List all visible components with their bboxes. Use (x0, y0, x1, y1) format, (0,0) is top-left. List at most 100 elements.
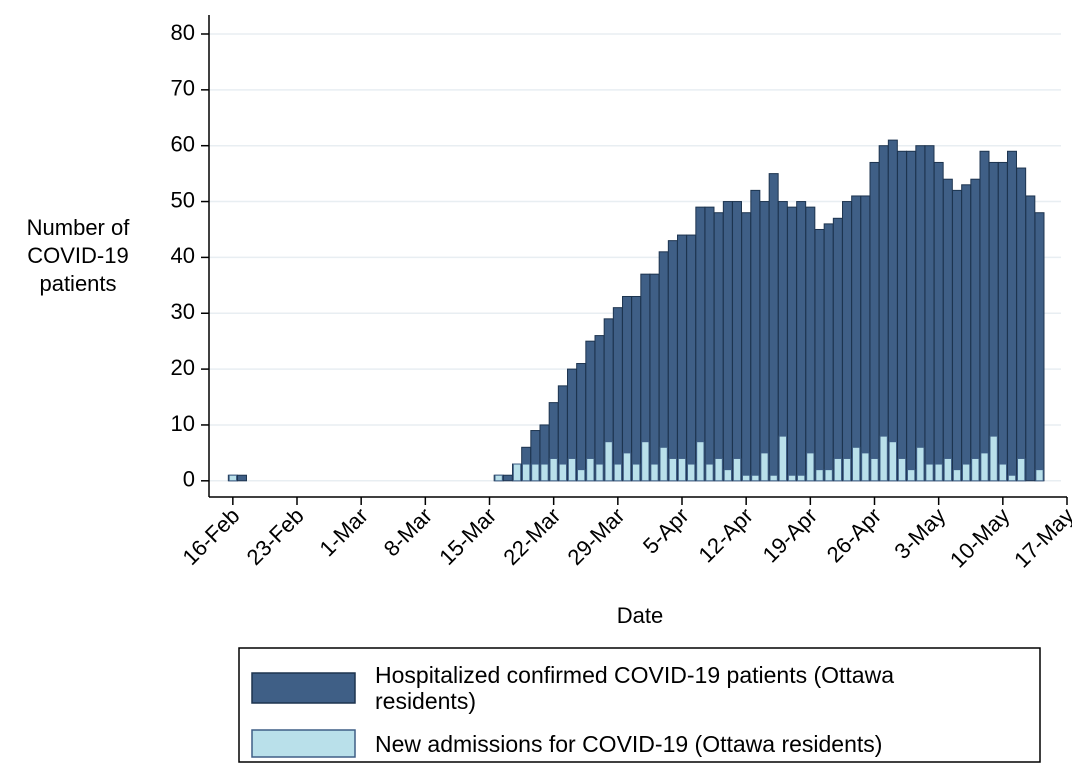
bar (677, 457, 687, 482)
bar (594, 335, 605, 482)
bar (852, 446, 861, 482)
x-tick-label: 19-Apr (758, 503, 822, 567)
bar (962, 463, 971, 482)
bar (797, 474, 806, 482)
legend-swatch (251, 672, 356, 704)
bar (1025, 195, 1036, 482)
bar (970, 178, 981, 482)
bar (567, 457, 577, 482)
y-tick-label: 30 (171, 299, 195, 324)
bar (879, 435, 888, 482)
y-tick-label: 60 (171, 132, 195, 157)
bar (842, 457, 852, 482)
bar (732, 201, 742, 482)
bar (558, 463, 568, 482)
bar (759, 201, 770, 482)
y-tick-label: 80 (171, 20, 195, 45)
x-tick-label: 29-Mar (563, 503, 630, 570)
bar (576, 363, 587, 482)
bar (613, 463, 623, 482)
bar (595, 463, 604, 482)
bar (1017, 457, 1026, 482)
bar (933, 161, 944, 482)
y-axis-label: Number of (27, 215, 131, 240)
x-tick-label: 17-May (1009, 503, 1072, 573)
x-tick-label: 15-Mar (434, 503, 501, 570)
bar (696, 441, 705, 482)
bar (971, 457, 980, 482)
bar (814, 228, 825, 482)
bar (860, 195, 871, 482)
bar (1034, 212, 1045, 482)
bar (723, 469, 733, 482)
bar (502, 474, 513, 482)
bar (806, 452, 815, 482)
bar (668, 457, 678, 482)
y-tick-label: 50 (171, 187, 195, 212)
bar (522, 463, 531, 482)
bar (632, 463, 641, 482)
bar (704, 206, 715, 482)
bar (686, 234, 697, 482)
bar (915, 145, 926, 482)
bar (1007, 474, 1017, 482)
bar (549, 457, 558, 482)
bar (540, 463, 549, 482)
bar (787, 474, 797, 482)
bar (768, 173, 779, 482)
bar (906, 150, 917, 482)
bar (988, 161, 999, 482)
bar (622, 452, 632, 482)
y-tick-label: 70 (171, 76, 195, 101)
bar (658, 251, 669, 482)
bar (705, 463, 714, 482)
x-tick-label: 16-Feb (178, 503, 245, 570)
bar (714, 457, 723, 482)
bar (925, 463, 934, 482)
x-tick-label: 23-Feb (242, 503, 309, 570)
bar (760, 452, 769, 482)
x-tick-label: 3-May (889, 503, 950, 564)
bar (980, 452, 989, 482)
bar (531, 463, 540, 482)
bar (1007, 150, 1017, 482)
bar (832, 217, 843, 482)
bar (997, 161, 1008, 482)
bar (649, 273, 660, 482)
legend-box (238, 647, 1041, 763)
bar (888, 441, 898, 482)
bar (732, 457, 742, 482)
bar (494, 474, 503, 482)
x-tick-label: 1-Mar (315, 503, 373, 561)
bar (833, 457, 843, 482)
bar (961, 184, 972, 482)
bar (907, 469, 916, 482)
bar (878, 145, 889, 482)
bar (952, 189, 962, 482)
y-tick-label: 10 (171, 411, 195, 436)
bar (778, 435, 788, 482)
bar (512, 463, 522, 482)
bar (897, 150, 907, 482)
bar (851, 195, 862, 482)
bar (842, 201, 852, 482)
bar (586, 457, 595, 482)
bar (934, 463, 943, 482)
bar (695, 206, 706, 482)
bar (952, 469, 962, 482)
bar (823, 223, 834, 482)
x-tick-label: 26-Apr (822, 503, 886, 567)
bar (861, 452, 870, 482)
bar (979, 150, 990, 482)
legend-label: Hospitalized confirmed COVID-19 patients… (375, 662, 894, 714)
bar (687, 463, 696, 482)
bar (1035, 469, 1044, 482)
bar (824, 469, 833, 482)
x-axis-label: Date (617, 603, 663, 628)
legend-swatch (251, 729, 356, 758)
bar (604, 441, 613, 482)
bar (897, 457, 907, 482)
bar (722, 201, 733, 482)
bar (751, 474, 760, 482)
